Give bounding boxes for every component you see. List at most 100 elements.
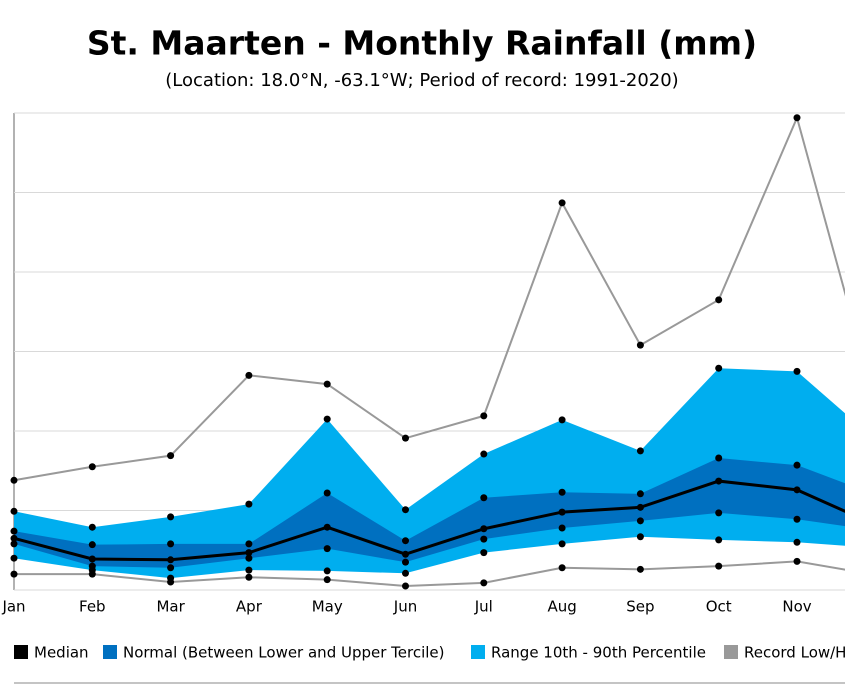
data-point <box>323 576 331 584</box>
x-tick-label: Oct <box>706 598 732 616</box>
data-point <box>715 509 723 517</box>
data-point <box>793 538 801 546</box>
data-point <box>558 524 566 532</box>
data-point <box>245 371 253 379</box>
data-point <box>402 434 409 442</box>
legend-label: Median <box>34 644 89 662</box>
legend-label: Range 10th - 90th Percentile <box>491 644 706 662</box>
data-point <box>323 523 331 531</box>
data-point <box>245 554 253 562</box>
x-tick-label: May <box>312 598 343 616</box>
x-tick-label: Apr <box>236 598 263 616</box>
data-point <box>167 513 175 521</box>
legend-label: Record Low/High <box>744 644 845 662</box>
chart-subtitle: (Location: 18.0°N, -63.1°W; Period of re… <box>165 70 678 91</box>
data-point <box>402 558 409 566</box>
data-point <box>480 525 488 533</box>
data-point <box>558 540 566 548</box>
data-point <box>636 490 644 498</box>
data-point <box>10 554 18 562</box>
data-point <box>636 533 644 541</box>
data-point <box>10 570 18 578</box>
data-point <box>245 500 253 508</box>
data-point <box>10 527 18 535</box>
data-point <box>793 461 801 469</box>
data-point <box>558 488 566 496</box>
legend-swatch <box>724 645 738 659</box>
x-tick-label: Jun <box>393 598 417 616</box>
data-point <box>323 567 331 575</box>
data-point <box>245 549 253 557</box>
x-tick-label: Mar <box>156 598 185 616</box>
data-point <box>636 517 644 525</box>
data-point <box>558 564 566 572</box>
x-tick-label: Sep <box>626 598 654 616</box>
data-point <box>402 537 409 545</box>
median-line <box>13 479 845 562</box>
data-point <box>715 562 723 570</box>
data-point <box>402 569 409 577</box>
data-point <box>793 367 801 375</box>
data-point <box>480 450 488 458</box>
x-tick-label: Nov <box>782 598 811 616</box>
data-point <box>636 341 644 349</box>
data-point <box>715 296 723 304</box>
x-tick-label: Feb <box>79 598 106 616</box>
x-tick-label: Jul <box>474 598 493 616</box>
data-point <box>167 540 175 548</box>
legend-swatch <box>103 645 117 659</box>
record-high-line <box>13 114 845 482</box>
data-point <box>793 557 801 565</box>
data-point <box>10 540 18 548</box>
data-point <box>88 555 96 563</box>
data-point <box>558 416 566 424</box>
data-point <box>715 536 723 544</box>
record-low-line <box>14 560 845 588</box>
data-point <box>636 503 644 511</box>
data-point <box>558 199 566 207</box>
data-point <box>167 574 175 582</box>
legend-label: Normal (Between Lower and Upper Tercile) <box>123 644 445 662</box>
legend-swatch <box>471 645 485 659</box>
data-point <box>402 550 409 558</box>
data-point <box>715 364 723 372</box>
range-band <box>14 368 845 579</box>
data-point <box>245 566 253 574</box>
data-point <box>480 535 488 543</box>
data-point <box>323 545 331 553</box>
data-point <box>715 454 723 462</box>
data-point <box>558 508 566 516</box>
x-tick-label: Aug <box>547 598 576 616</box>
data-point <box>10 534 18 542</box>
data-point <box>10 476 18 484</box>
data-point <box>715 477 723 485</box>
data-point <box>636 565 644 573</box>
data-point <box>10 507 18 515</box>
data-point <box>88 523 96 531</box>
data-point <box>167 564 175 572</box>
data-point <box>793 486 801 494</box>
data-point <box>88 541 96 549</box>
chart-title: St. Maarten - Monthly Rainfall (mm) <box>87 24 757 63</box>
data-point <box>793 515 801 523</box>
data-point <box>323 380 331 388</box>
data-point <box>167 452 175 460</box>
data-point <box>480 494 488 502</box>
data-point <box>636 447 644 455</box>
data-point <box>480 549 488 557</box>
data-point <box>323 489 331 497</box>
data-point <box>167 556 175 564</box>
data-point <box>245 573 253 581</box>
data-point <box>402 506 409 514</box>
x-tick-label: Jan <box>1 598 25 616</box>
data-point <box>402 582 409 590</box>
data-point <box>88 562 96 570</box>
data-point <box>480 579 488 587</box>
data-point <box>88 463 96 471</box>
legend-swatch <box>14 645 28 659</box>
data-point <box>323 415 331 423</box>
data-point <box>793 114 801 122</box>
data-point <box>480 412 488 420</box>
data-point <box>245 540 253 548</box>
